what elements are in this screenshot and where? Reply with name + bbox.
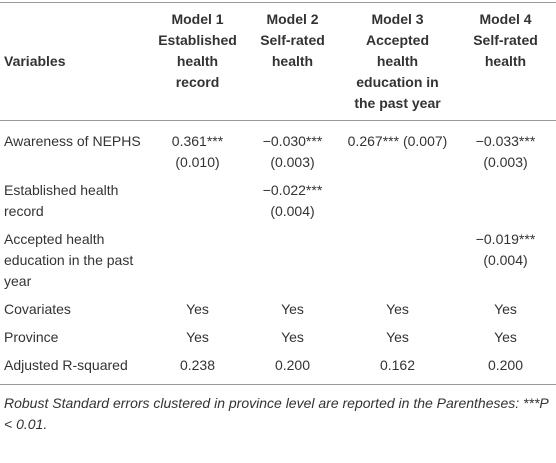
- table-row: Covariates Yes Yes Yes Yes: [0, 295, 556, 323]
- row-label: Accepted health education in the past ye…: [4, 231, 134, 289]
- table-header: Variables Model 1 Established health reco…: [0, 2, 556, 121]
- cell: −0.019*** (0.004): [475, 231, 536, 268]
- column-header: Variables: [0, 2, 150, 121]
- cell: Yes: [386, 329, 409, 345]
- row-label: Adjusted R-squared: [4, 357, 128, 373]
- cell: [340, 176, 455, 225]
- table-row: Established health record −0.022*** (0.00…: [0, 176, 556, 225]
- table-row: Awareness of NEPHS 0.361*** (0.010) −0.030…: [0, 121, 556, 177]
- cell: [150, 176, 245, 225]
- cell: [150, 225, 245, 295]
- cell: Yes: [281, 301, 304, 317]
- row-label: Covariates: [4, 301, 71, 317]
- column-header: Model 2 Self-rated health: [245, 2, 340, 121]
- cell: −0.030*** (0.003): [262, 133, 323, 170]
- results-table: Variables Model 1 Established health reco…: [0, 2, 556, 385]
- table-body: Awareness of NEPHS 0.361*** (0.010) −0.030…: [0, 121, 556, 385]
- row-label: Awareness of NEPHS: [4, 133, 141, 149]
- cell: −0.022*** (0.004): [262, 182, 323, 219]
- table-row: Adjusted R-squared 0.238 0.200 0.162 0.200: [0, 351, 556, 385]
- table-row: Accepted health education in the past ye…: [0, 225, 556, 295]
- row-label: Province: [4, 329, 59, 345]
- cell: [340, 225, 455, 295]
- cell: Yes: [186, 301, 209, 317]
- column-header: Model 4 Self-rated health: [455, 2, 556, 121]
- row-label: Established health record: [4, 182, 119, 219]
- cell: [455, 176, 556, 225]
- cell: 0.267*** (0.007): [347, 133, 448, 149]
- column-header: Model 3 Accepted health education in the…: [340, 2, 455, 121]
- cell: Yes: [281, 329, 304, 345]
- column-header: Model 1 Established health record: [150, 2, 245, 121]
- cell: Yes: [494, 329, 517, 345]
- cell: [245, 225, 340, 295]
- cell: 0.238: [179, 357, 216, 373]
- cell: 0.361*** (0.010): [171, 133, 224, 170]
- table-row: Province Yes Yes Yes Yes: [0, 323, 556, 351]
- cell: Yes: [386, 301, 409, 317]
- cell: 0.200: [274, 357, 311, 373]
- cell: 0.162: [379, 357, 416, 373]
- header-row: Variables Model 1 Established health reco…: [0, 2, 556, 121]
- cell: 0.200: [487, 357, 524, 373]
- cell: Yes: [186, 329, 209, 345]
- footnote: Robust Standard errors clustered in prov…: [4, 395, 549, 432]
- cell: −0.033*** (0.003): [475, 133, 536, 170]
- cell: Yes: [494, 301, 517, 317]
